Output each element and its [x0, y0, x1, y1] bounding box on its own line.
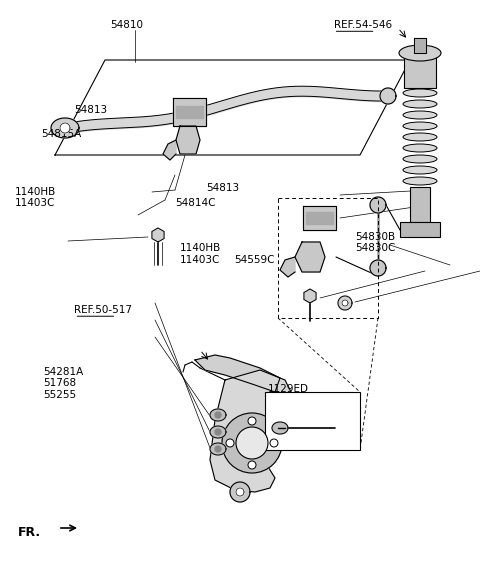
Polygon shape — [370, 197, 386, 213]
Polygon shape — [215, 446, 221, 452]
Text: 1140HB: 1140HB — [14, 187, 56, 197]
Polygon shape — [51, 118, 79, 138]
Circle shape — [270, 439, 278, 447]
Ellipse shape — [403, 144, 437, 152]
Polygon shape — [280, 257, 295, 277]
Text: 1129ED: 1129ED — [268, 384, 309, 394]
Ellipse shape — [399, 45, 441, 61]
Circle shape — [222, 413, 282, 473]
Polygon shape — [306, 212, 333, 224]
Bar — [410, 187, 430, 222]
Polygon shape — [272, 422, 288, 434]
Polygon shape — [163, 140, 176, 160]
Polygon shape — [173, 98, 206, 126]
Text: 54815A: 54815A — [41, 129, 81, 139]
Ellipse shape — [403, 166, 437, 174]
Text: 54830C: 54830C — [355, 243, 396, 253]
Text: REF.50-517: REF.50-517 — [74, 305, 132, 315]
Circle shape — [248, 461, 256, 469]
Polygon shape — [230, 482, 250, 502]
Text: 54813: 54813 — [74, 105, 108, 115]
Polygon shape — [176, 106, 203, 118]
Polygon shape — [215, 412, 221, 418]
Ellipse shape — [403, 155, 437, 163]
Polygon shape — [210, 370, 295, 492]
Bar — [400, 222, 440, 237]
Polygon shape — [414, 38, 426, 53]
Polygon shape — [210, 409, 226, 421]
Text: 11403C: 11403C — [180, 255, 220, 265]
Polygon shape — [342, 300, 348, 306]
Text: 54813: 54813 — [206, 183, 240, 193]
Ellipse shape — [403, 100, 437, 108]
Polygon shape — [295, 242, 325, 272]
Polygon shape — [60, 123, 70, 133]
Polygon shape — [380, 88, 396, 104]
Polygon shape — [210, 426, 226, 438]
Text: 1140HB: 1140HB — [180, 243, 221, 253]
Polygon shape — [152, 228, 164, 242]
Circle shape — [248, 417, 256, 425]
Text: 11403C: 11403C — [14, 198, 55, 209]
Polygon shape — [304, 289, 316, 303]
Polygon shape — [210, 443, 226, 455]
Ellipse shape — [403, 177, 437, 185]
Bar — [404, 53, 436, 88]
Text: 54814C: 54814C — [175, 198, 216, 209]
Text: 54559C: 54559C — [234, 255, 275, 265]
Text: FR.: FR. — [18, 526, 41, 540]
Polygon shape — [195, 355, 280, 392]
Polygon shape — [176, 126, 200, 154]
Circle shape — [226, 439, 234, 447]
Text: 54830B: 54830B — [355, 232, 396, 242]
Bar — [265, 392, 360, 450]
Text: REF.54-546: REF.54-546 — [334, 20, 392, 30]
Text: 54281A: 54281A — [43, 367, 84, 377]
Polygon shape — [215, 429, 221, 435]
Circle shape — [236, 427, 268, 459]
Text: 54810: 54810 — [110, 20, 144, 30]
Text: 51768: 51768 — [43, 378, 76, 388]
Ellipse shape — [403, 122, 437, 130]
Text: 55255: 55255 — [43, 389, 76, 400]
Polygon shape — [236, 488, 244, 496]
Ellipse shape — [403, 89, 437, 97]
Ellipse shape — [403, 111, 437, 119]
Ellipse shape — [403, 133, 437, 141]
Polygon shape — [303, 206, 336, 230]
Polygon shape — [370, 260, 386, 276]
Polygon shape — [338, 296, 352, 310]
